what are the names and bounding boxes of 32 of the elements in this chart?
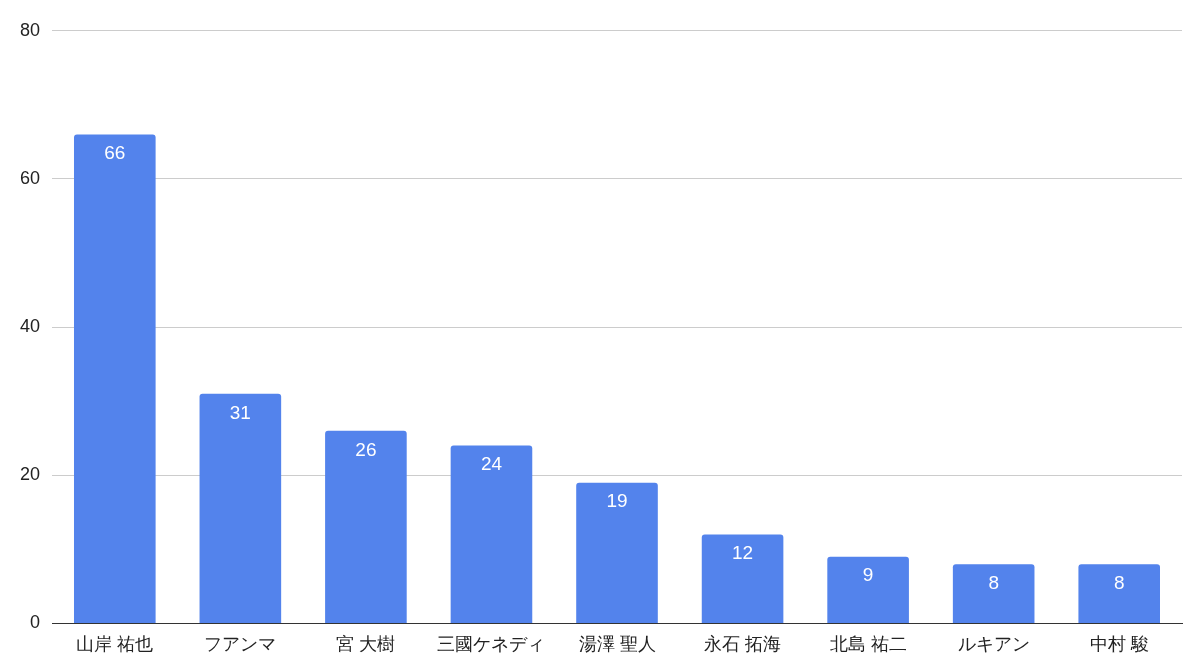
x-tick-label: 湯澤 聖人 [578, 634, 656, 655]
y-tick-label: 20 [19, 464, 41, 485]
x-tick-label: 中村 駿 [1089, 634, 1149, 655]
bar [325, 430, 407, 623]
x-tick-label: ルキアン [957, 634, 1030, 655]
x-tick-label: 宮 大樹 [336, 634, 396, 655]
data-label: 9 [862, 564, 874, 586]
bar [450, 445, 533, 623]
x-tick-label: フアンマ [204, 634, 277, 655]
data-label: 12 [731, 542, 754, 564]
x-tick-label: 北島 祐二 [829, 634, 907, 655]
bar [199, 393, 282, 623]
x-tick-label: 三國ケネディ [437, 634, 546, 655]
bar [576, 482, 658, 623]
data-label: 31 [229, 401, 251, 423]
bar [1078, 564, 1161, 623]
bar [827, 556, 909, 623]
x-tick-label: 永石 拓海 [704, 634, 782, 655]
data-label: 19 [606, 490, 628, 512]
data-label: 66 [104, 142, 126, 164]
bar [952, 564, 1035, 623]
bar [701, 534, 784, 623]
y-tick-label: 80 [19, 19, 41, 40]
x-tick-label: 山岸 祐也 [76, 634, 154, 655]
data-label: 26 [355, 438, 377, 460]
data-label: 24 [480, 453, 503, 475]
data-label: 8 [988, 571, 999, 593]
y-tick-label: 40 [19, 316, 41, 337]
y-tick-label: 60 [19, 167, 41, 188]
data-label: 8 [1113, 571, 1125, 593]
bar [73, 134, 156, 623]
y-tick-label: 0 [30, 612, 41, 633]
